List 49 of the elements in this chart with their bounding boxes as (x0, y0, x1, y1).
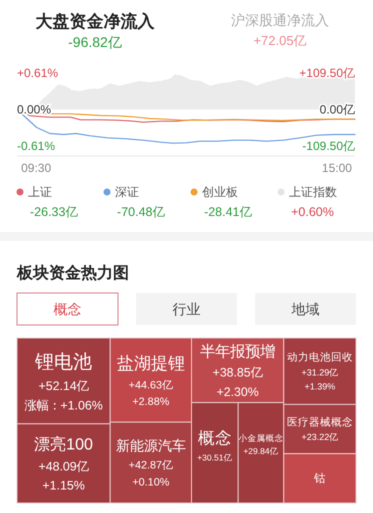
y-tick-label: +0.61% (17, 66, 58, 80)
chart-subtitle: -96.82亿 (68, 34, 122, 50)
text: +72.05亿 (253, 33, 307, 48)
x-tick-label: 15:00 (322, 161, 352, 175)
data-label: +52.14亿 (38, 379, 89, 394)
data-label: +44.63亿 (128, 379, 174, 392)
category-label: 小金属概念 (238, 432, 284, 443)
data-label: +2.88% (132, 396, 170, 408)
data-label: 涨幅：+1.06% (24, 398, 103, 412)
text: 板块资金热力图 (16, 264, 129, 282)
text: 行业 (172, 301, 200, 317)
text: -26.33亿 (30, 205, 78, 219)
chart-title: 大盘资金净流入 (36, 12, 156, 31)
data-label: +0.10% (132, 476, 170, 488)
text: -70.48亿 (117, 205, 166, 219)
category-label: 半年报预增 (200, 343, 276, 360)
y-tick-label: -0.61% (17, 139, 56, 153)
legend-label: 深证 (115, 185, 140, 199)
category-label: 锂电池 (34, 352, 92, 373)
data-label: +1.15% (42, 478, 85, 493)
y-tick-label: 0.00% (17, 102, 52, 116)
data-label: +30.51亿 (197, 452, 232, 462)
category-label: 医疗器械概念 (286, 416, 353, 429)
legend-label: 上证 (28, 185, 52, 199)
data-label: +2.30% (216, 384, 259, 399)
text: 概念 (54, 301, 82, 317)
category-label: 漂亮100 (34, 435, 94, 454)
category-label: 钴 (312, 472, 326, 486)
data-label: +29.84亿 (243, 446, 279, 456)
category-label: 新能源汽车 (116, 437, 186, 454)
data-label: +48.09亿 (38, 459, 89, 474)
y2-tick-label: +109.50亿 (299, 66, 355, 80)
data-label: +31.29亿 (301, 367, 338, 378)
text: 地域 (290, 301, 320, 317)
text: 沪深股通净流入 (231, 12, 329, 28)
category-label: 动力电池回收 (286, 350, 353, 364)
text: -28.41亿 (204, 205, 253, 219)
data-label: +38.85亿 (212, 366, 263, 380)
x-tick-label: 09:30 (21, 161, 52, 175)
y2-tick-label: -109.50亿 (302, 139, 355, 153)
legend-label: 上证指数 (289, 185, 338, 199)
y2-tick-label: 0.00亿 (320, 102, 355, 116)
legend-label: 创业板 (202, 185, 238, 199)
data-label: +42.87亿 (128, 460, 174, 472)
category-label: 概念 (198, 428, 232, 448)
data-label: +1.39% (304, 381, 336, 392)
category-label: 盐湖提锂 (116, 354, 185, 373)
data-label: +23.22亿 (301, 432, 338, 442)
text: +0.60% (291, 205, 334, 219)
